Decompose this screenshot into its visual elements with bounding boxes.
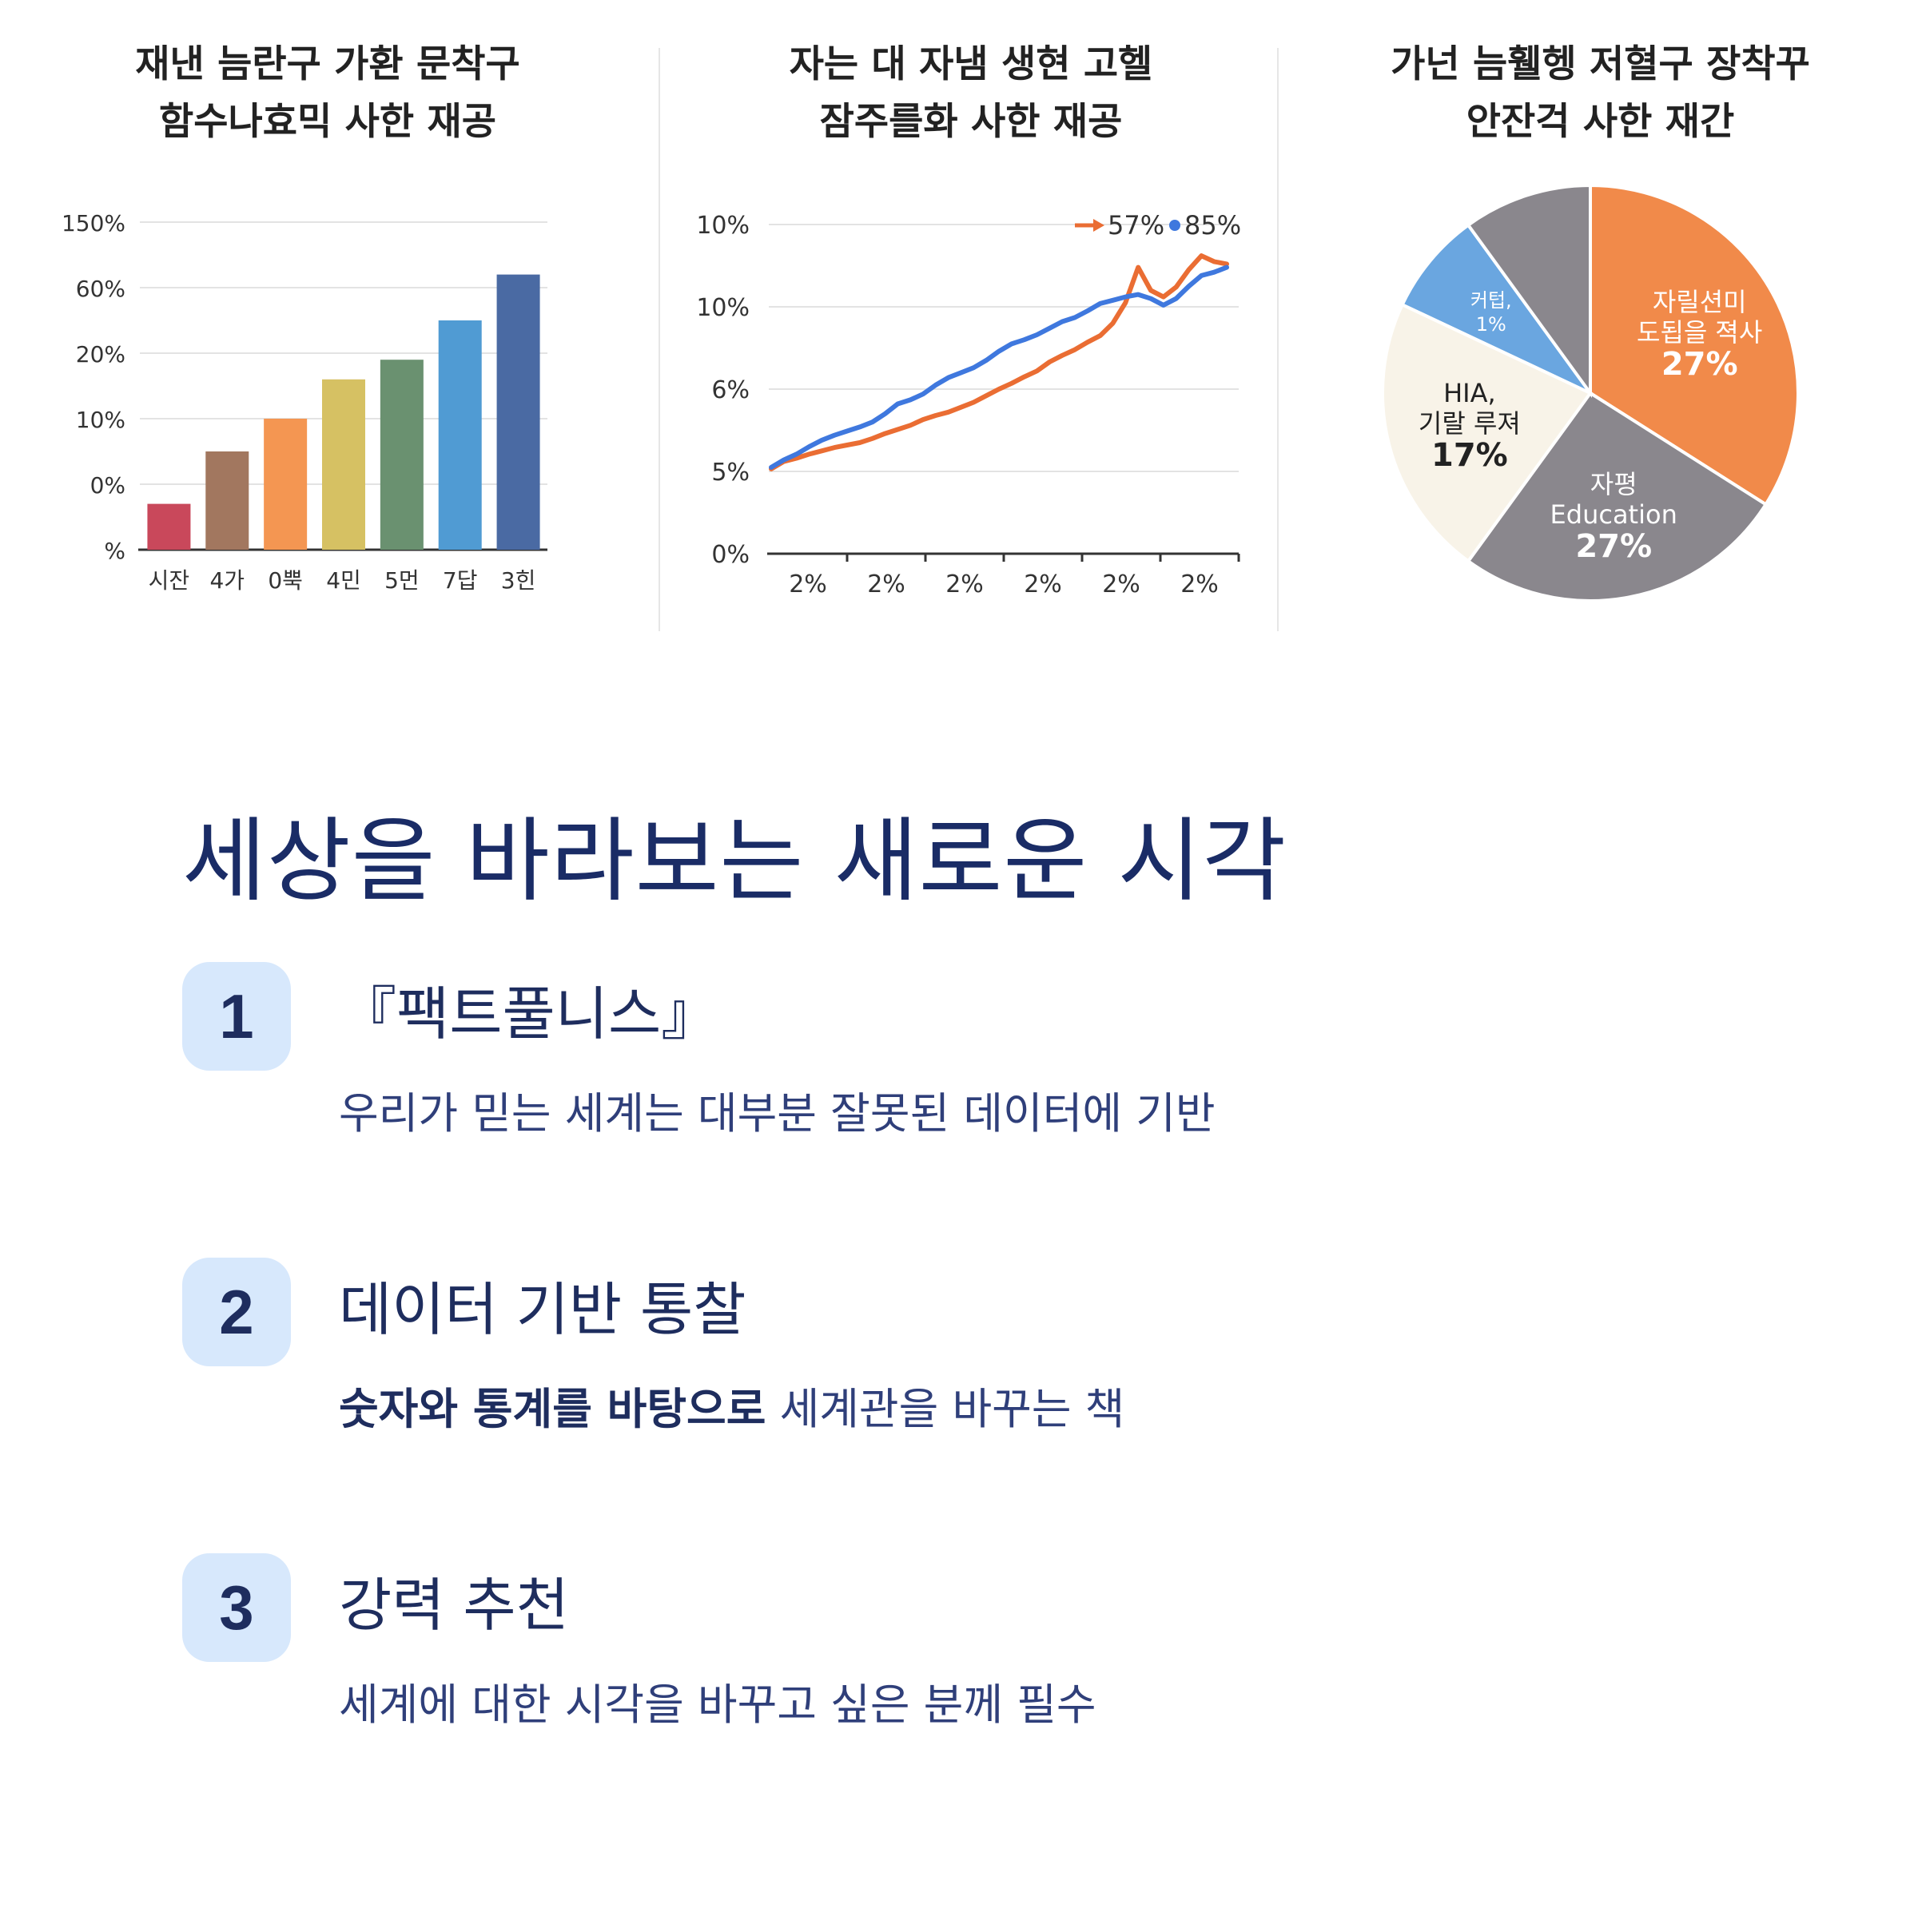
line-chart: 0% 5% 6% 10% 10% 2% 2% 2% 2% 2% 2% 57% 85% — [696, 210, 1241, 598]
item-title: 데이터 기반 통찰 — [339, 1276, 746, 1343]
bar-5 — [380, 360, 424, 550]
legend-label-1: 57% — [1108, 210, 1164, 241]
pie-slice-percent: 27% — [1575, 528, 1652, 565]
x-tick-label: 2% — [1024, 570, 1062, 598]
number-badge: 1 — [182, 962, 291, 1071]
item-description: 세계에 대한 시각을 바꾸고 싶은 분께 필수 — [339, 1673, 1096, 1737]
x-tick-label: 4민 — [326, 567, 361, 594]
pie-slice-label: HIA, — [1443, 378, 1496, 408]
line-chart-title: 자는 대 자냄 생현 고헬 잠주를화 사한 재공 — [663, 36, 1279, 151]
charts-strip: 재낸 늠란구 가환 문착구 함수나효믹 사한 재공 % 0% 10% 20% 60% 15… — [0, 0, 1918, 639]
y-tick-label: 0% — [90, 472, 125, 499]
x-tick-label: 2% — [867, 570, 905, 598]
x-tick-label: 2% — [1180, 570, 1219, 598]
line-chart-title-line-1: 자는 대 자냄 생현 고헬 — [789, 42, 1153, 86]
x-tick-label: 2% — [1102, 570, 1140, 598]
bar-chart-title: 재낸 늠란구 가환 문착구 함수나효믹 사한 재공 — [0, 36, 655, 151]
pie-slice-label: 자평 — [1590, 469, 1637, 499]
bar-6 — [438, 320, 482, 550]
bar-4 — [322, 379, 365, 550]
x-tick-label: 4가 — [209, 567, 245, 594]
legend-marker-1-arrow — [1093, 219, 1104, 232]
pie-slice-label: 커텁, — [1470, 289, 1512, 312]
x-tick-label: 2% — [789, 570, 827, 598]
item-description-text: 세계에 대한 시각을 바꾸고 싶은 분께 필수 — [339, 1680, 1096, 1730]
main-heading: 세상을 바라보는 새로운 시각 — [182, 808, 1287, 914]
item-description: 우리가 믿는 세계는 대부분 잘못된 데이터에 기반 — [339, 1082, 1216, 1146]
list-item-3: 3 강력 추천 세계에 대한 시각을 바꾸고 싶은 분께 필수 — [182, 1553, 1781, 1745]
pie-slice-percent: 17% — [1431, 437, 1508, 474]
pie-slice-label: Education — [1550, 499, 1677, 530]
pie-slice-2 — [1466, 391, 1769, 602]
y-tick-label: 20% — [76, 341, 125, 368]
pie-slice-5 — [1466, 183, 1592, 399]
y-tick-label: 60% — [76, 276, 125, 302]
x-tick-label: 3힌 — [501, 567, 536, 594]
pie-slice-percent: 27% — [1661, 346, 1738, 383]
pie-slice-label: 기랄 루져 — [1419, 408, 1521, 439]
list-item-1: 1 『팩트풀니스』 우리가 믿는 세계는 대부분 잘못된 데이터에 기반 — [182, 962, 1781, 1154]
bar-7 — [496, 274, 540, 550]
bar-3 — [264, 419, 308, 550]
series-line-2 — [769, 264, 1229, 470]
y-tick-label: 150% — [62, 210, 125, 237]
item-title: 강력 추천 — [339, 1572, 569, 1639]
series-line-1 — [769, 253, 1229, 471]
item-title: 『팩트풀니스』 — [339, 980, 719, 1047]
y-tick-label: 6% — [711, 376, 750, 404]
bar-chart-title-line-2: 함수나효믹 사한 재공 — [159, 100, 496, 144]
bar-1 — [147, 503, 191, 550]
number-badge: 2 — [182, 1258, 291, 1366]
bar-chart-panel: 재낸 늠란구 가환 문착구 함수나효믹 사한 재공 % 0% 10% 20% 60% 15… — [0, 0, 655, 639]
list-item-2: 2 데이터 기반 통찰 숫자와 통계를 바탕으로 세계관을 바꾸는 책 — [182, 1258, 1781, 1449]
y-tick-label: 5% — [711, 459, 750, 487]
pie-chart-title-line-2: 안잔걱 사한 재간 — [1466, 100, 1735, 144]
pie-slice-label: 도됩을 젹사 — [1637, 317, 1762, 348]
x-tick-label: 7답 — [443, 567, 478, 594]
x-tick-label: 5먼 — [384, 567, 420, 594]
y-tick-label: 10% — [696, 294, 750, 322]
pie-chart-title: 가넌 늠휄헹 저혈구 장착꾸 안잔걱 사한 재간 — [1283, 36, 1918, 151]
line-chart-title-line-2: 잠주를화 사한 재공 — [819, 100, 1123, 144]
bar-chart-title-line-1: 재낸 늠란구 가환 문착구 — [135, 42, 520, 86]
item-description-bold: 숫자와 통계를 바탕으로 — [339, 1384, 766, 1434]
y-tick-label: 0% — [711, 541, 750, 569]
pie-slice-label: 1% — [1476, 313, 1506, 336]
x-tick-label: 0뿍 — [268, 567, 303, 594]
item-description-text: 세계관을 바꾸는 책 — [766, 1384, 1125, 1434]
legend-label-2: 85% — [1184, 210, 1241, 241]
pie-chart-title-line-1: 가넌 늠휄헹 저혈구 장착꾸 — [1391, 42, 1810, 86]
item-description-text: 우리가 믿는 세계는 대부분 잘못된 데이터에 기반 — [339, 1088, 1216, 1139]
y-tick-label: % — [104, 538, 125, 564]
pie-slice-label: 자릴션미 — [1653, 287, 1747, 317]
y-tick-label: 10% — [76, 407, 125, 433]
x-tick-label: 시잔 — [149, 567, 190, 594]
legend-marker-2 — [1169, 220, 1180, 231]
bar-2 — [205, 451, 249, 550]
pie-chart-panel: 가넌 늠휄헹 저혈구 장착꾸 안잔걱 사한 재간 자릴션미 도됩을 젹사 27% 자평… — [1283, 0, 1918, 639]
panel-divider — [1277, 48, 1279, 631]
y-tick-label: 10% — [696, 212, 750, 240]
line-chart-panel: 자는 대 자냄 생현 고헬 잠주를화 사한 재공 0% 5% 6% 10% 10% 2% 2… — [663, 0, 1279, 639]
item-description: 숫자와 통계를 바탕으로 세계관을 바꾸는 책 — [339, 1377, 1124, 1441]
number-badge: 3 — [182, 1553, 291, 1662]
x-tick-label: 2% — [945, 570, 984, 598]
panel-divider — [659, 48, 660, 631]
pie-slice-4 — [1400, 222, 1592, 395]
bar-chart: % 0% 10% 20% 60% 150% 시잔 4가 0뿍 4민 5먼 7답 3힌 — [62, 210, 547, 594]
